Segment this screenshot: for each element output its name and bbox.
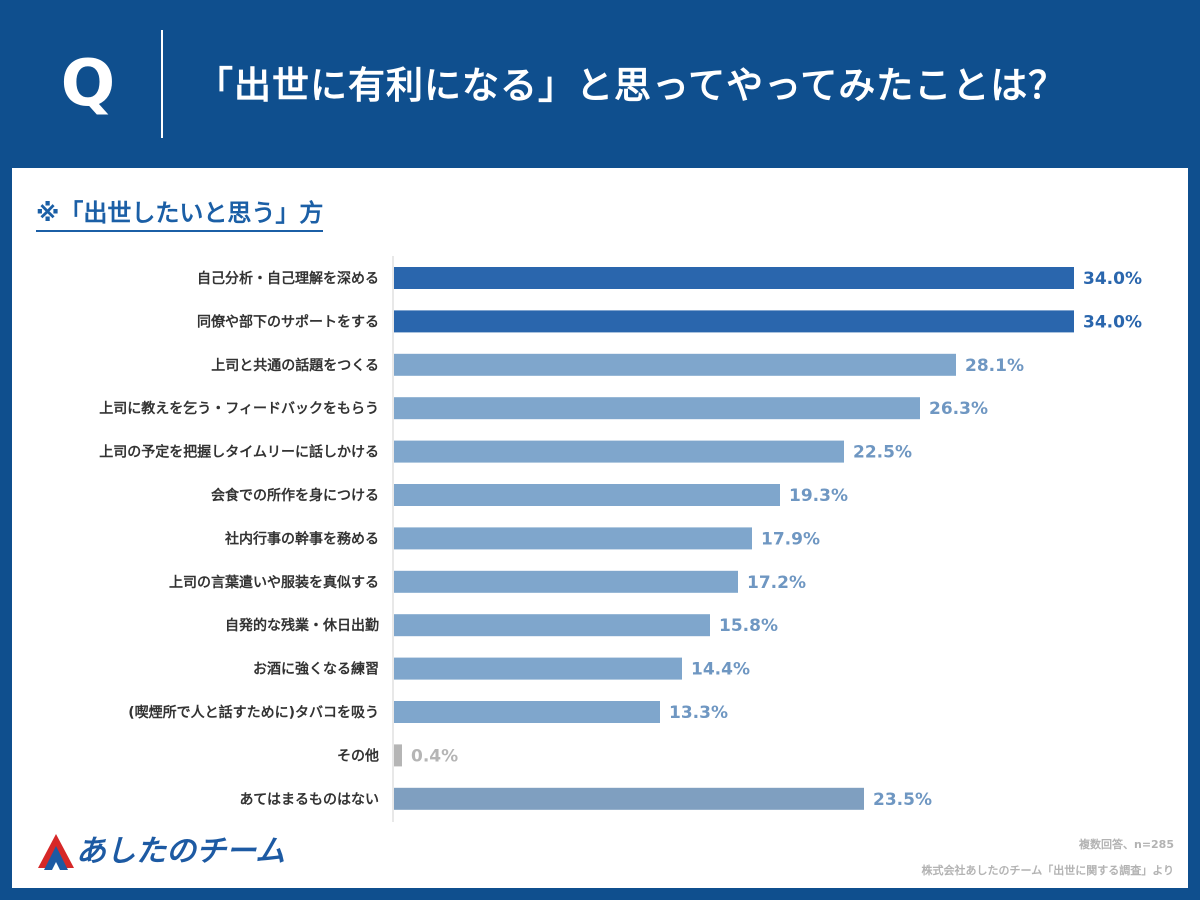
- value-label: 34.0%: [1083, 269, 1142, 289]
- bar: [394, 744, 402, 767]
- value-label: 17.2%: [747, 573, 806, 593]
- bar: [394, 440, 844, 463]
- header-banner: Q 「出世に有利になる」と思ってやってみたことは？: [0, 0, 1200, 168]
- bar: [394, 787, 864, 810]
- category-label: 社内行事の幹事を務める: [224, 530, 379, 547]
- category-label: 自己分析・自己理解を深める: [197, 270, 379, 287]
- bar: [394, 527, 752, 550]
- bar: [394, 310, 1074, 333]
- chart-subtitle: ※「出世したいと思う」方: [36, 196, 324, 232]
- value-label: 17.9%: [761, 529, 820, 549]
- bar: [394, 267, 1074, 289]
- bar: [394, 570, 738, 593]
- value-label: 34.0%: [1083, 312, 1142, 332]
- question-title: 「出世に有利になる」と思ってやってみたことは？: [196, 64, 1067, 107]
- value-label: 13.3%: [669, 703, 728, 723]
- bar: [394, 657, 682, 680]
- bar: [394, 484, 780, 506]
- category-label: (喫煙所で人と話すために)タバコを吸う: [128, 704, 379, 721]
- value-label: 19.3%: [789, 486, 848, 506]
- bar: [394, 614, 710, 637]
- bar-chart: 自己分析・自己理解を深める 34.0% 同僚や部下のサポートをする 34.0% 上司と共…: [99, 256, 1142, 822]
- value-label: 26.3%: [929, 399, 988, 419]
- category-label: 上司の予定を把握しタイムリーに話しかける: [99, 444, 379, 461]
- category-label: 会食での所作を身につける: [211, 487, 379, 504]
- bar: [394, 397, 920, 420]
- q-mark: Q: [60, 47, 116, 121]
- value-label: 15.8%: [719, 616, 778, 636]
- chart-card: ※「出世したいと思う」方 自己分析・自己理解を深める 34.0% 同僚や部下のサポー…: [12, 168, 1188, 888]
- value-label: 28.1%: [965, 356, 1024, 376]
- bar: [394, 353, 956, 376]
- value-label: 14.4%: [691, 660, 750, 680]
- value-label: 0.4%: [411, 746, 458, 766]
- responses-note: 複数回答、n=285: [1078, 838, 1174, 851]
- header-divider: [161, 30, 163, 138]
- category-label: あてはまるものはない: [240, 792, 379, 808]
- company-logo-text: あしたのチーム: [76, 834, 286, 869]
- category-label: お酒に強くなる練習: [253, 661, 379, 678]
- bar: [394, 701, 660, 723]
- category-label: 自発的な残業・休日出勤: [225, 617, 379, 634]
- value-label: 22.5%: [853, 443, 912, 463]
- category-label: 上司に教えを乞う・フィードバックをもらう: [99, 400, 379, 417]
- company-logo-icon: [38, 834, 74, 870]
- category-label: 同僚や部下のサポートをする: [197, 313, 379, 330]
- source-note: 株式会社あしたのチーム「出世に関する調査」より: [921, 864, 1174, 877]
- category-label: 上司の言葉遣いや服装を真似する: [169, 574, 379, 591]
- category-label: 上司と共通の話題をつくる: [211, 357, 379, 374]
- category-label: その他: [337, 747, 379, 764]
- value-label: 23.5%: [873, 790, 932, 810]
